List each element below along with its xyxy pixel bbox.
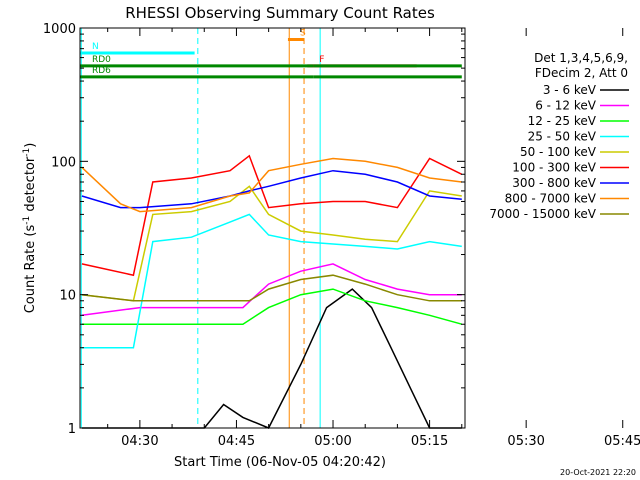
x-tick-label-2: 05:00 [314, 434, 351, 449]
legend-header-line1: Det 1,3,4,5,6,9, [534, 51, 628, 65]
legend-label-2: 12 - 25 keV [528, 114, 597, 128]
series-line-6 [81, 169, 462, 209]
series-line-4 [81, 185, 462, 302]
flag-label-3: RD0 [92, 55, 111, 65]
x-tick-label-4: 05:30 [507, 434, 544, 449]
legend-label-6: 300 - 800 keV [512, 176, 596, 190]
legend-label-4: 50 - 100 keV [520, 145, 597, 159]
axes: 1 10 100 1000 04:30 04:45 05:00 05:15 05:30 05:45… [43, 22, 640, 449]
series-line-5 [81, 154, 463, 277]
flag-label-0: N [92, 42, 99, 52]
legend: Det 1,3,4,5,6,9, FDecim 2, Att 0 3 - 6 k… [489, 51, 629, 221]
flag-label-4: RD6 [92, 66, 111, 76]
plot-frame [79, 27, 466, 429]
y-tick-label-3: 1000 [43, 22, 76, 37]
x-tick-label-5: 05:45 [604, 434, 640, 449]
series-line-1 [81, 263, 462, 317]
y-tick-label-2: 100 [51, 155, 76, 170]
y-axis-label: Count Rate (s-1 detector-1) [22, 143, 38, 314]
y-axis-label-sup1: -1 [22, 216, 32, 225]
legend-header-line2: FDecim 2, Att 0 [535, 66, 628, 80]
footer-timestamp: 20-Oct-2021 22:20 [560, 468, 636, 477]
y-tick-label-1: 10 [59, 289, 76, 304]
x-axis-label: Start Time (06-Nov-05 04:20:42) [174, 455, 386, 470]
legend-label-8: 7000 - 15000 keV [489, 207, 596, 221]
legend-label-3: 25 - 50 keV [528, 130, 597, 144]
series-line-7 [81, 157, 462, 213]
x-tick-label-1: 04:45 [218, 434, 255, 449]
flag-label-1: S [300, 28, 306, 38]
x-tick-label-3: 05:15 [411, 434, 448, 449]
y-tick-label-0: 1 [68, 422, 76, 437]
flag-label-2: F [319, 55, 324, 65]
series-line-3 [81, 213, 462, 349]
series-line-2 [81, 288, 462, 325]
legend-label-7: 800 - 7000 keV [505, 192, 597, 206]
y-axis-label-part2: detector [23, 156, 38, 216]
series-line-0 [81, 288, 462, 429]
x-tick-label-0: 04:30 [121, 434, 158, 449]
series-line-8 [81, 274, 462, 302]
legend-label-0: 3 - 6 keV [543, 83, 597, 97]
y-axis-label-part3: ) [23, 143, 38, 148]
chart-title: RHESSI Observing Summary Count Rates [125, 4, 435, 22]
legend-label-1: 6 - 12 keV [535, 99, 597, 113]
y-axis-label-part1: Count Rate (s [23, 225, 38, 314]
y-axis-label-sup2: -1 [22, 148, 32, 157]
legend-label-5: 100 - 300 keV [512, 161, 596, 175]
